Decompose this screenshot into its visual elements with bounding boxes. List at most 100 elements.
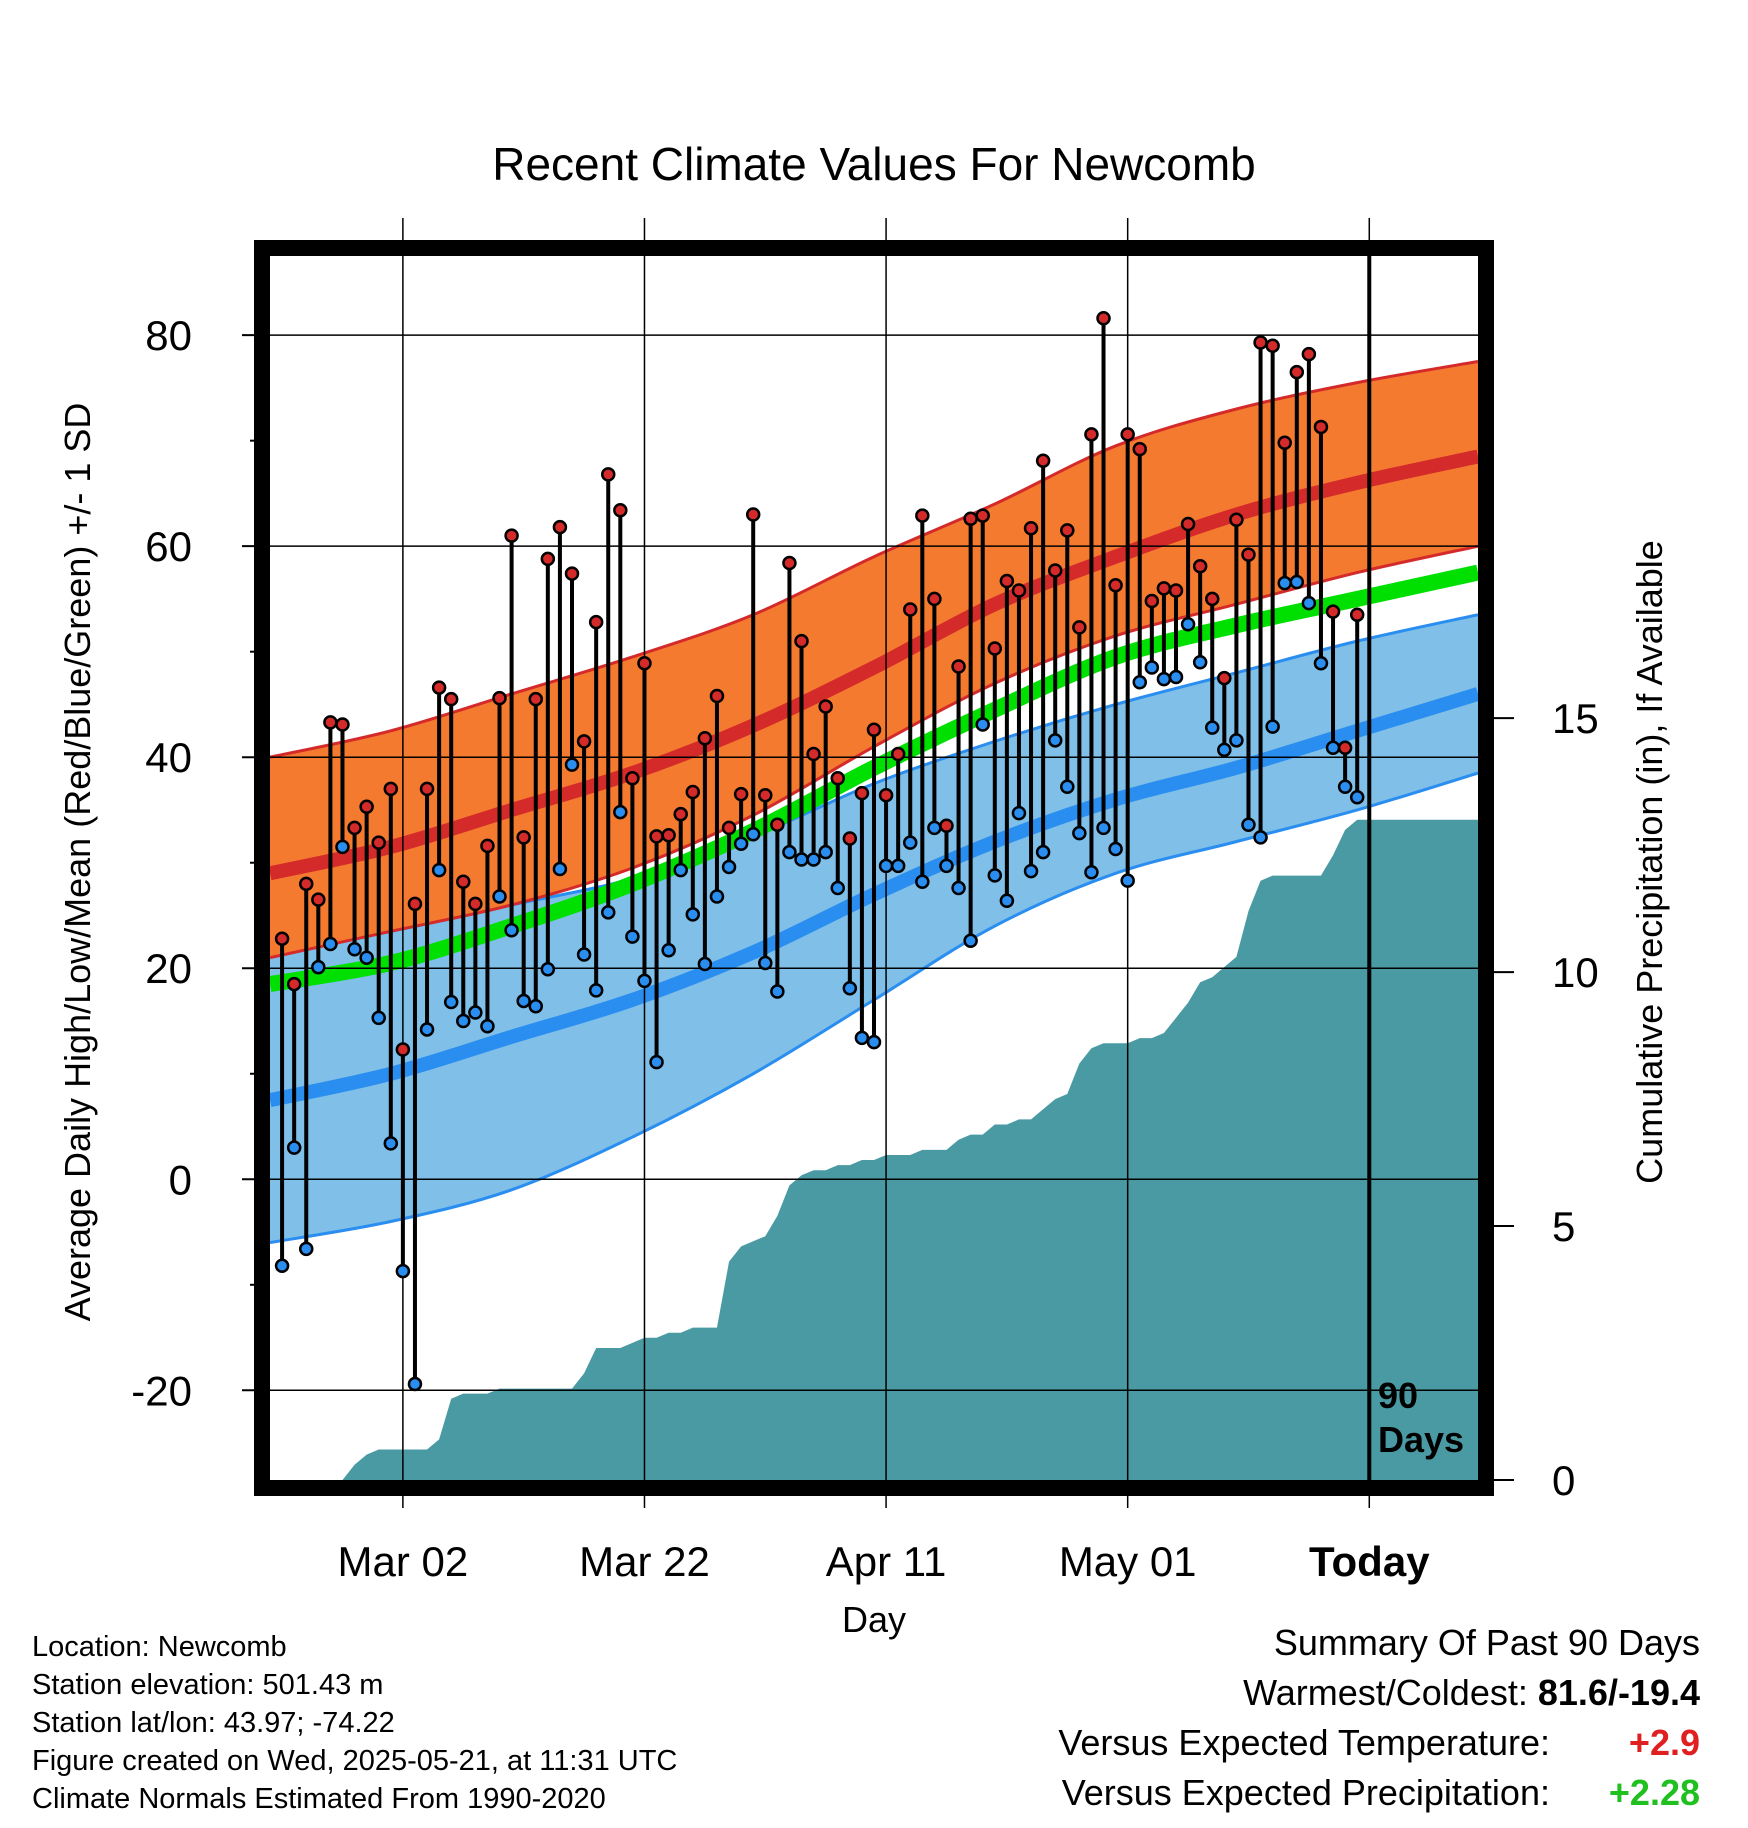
daily-high-point [286,976,302,992]
warm-cold-label: Warmest/Coldest: [1243,1672,1528,1713]
daily-high-point [528,691,544,707]
daily-low-point [721,859,737,875]
daily-high-point [1132,441,1148,457]
daily-high-point [1035,453,1051,468]
daily-low-point [1120,873,1135,888]
daily-high-point [588,614,604,630]
daily-high-point [673,806,688,822]
daily-high-point [902,602,918,617]
station-info: Location: Newcomb Station elevation: 501… [32,1628,677,1818]
y-tick-label: 80 [145,312,192,359]
daily-low-point [431,862,447,878]
daily-low-point [842,981,858,996]
daily-high-point [431,680,447,695]
daily-high-point [1301,346,1317,362]
daily-low-point [528,998,544,1014]
daily-low-point [1192,654,1208,670]
daily-high-point [1023,520,1039,536]
daily-low-point [963,933,978,949]
daily-high-point [600,467,616,482]
daily-high-point [999,573,1015,589]
daily-high-point [1192,558,1208,574]
daily-high-point [794,633,809,649]
y-tick-label: 0 [169,1156,192,1203]
daily-high-point [516,830,531,845]
daily-low-point [890,858,906,874]
daily-high-point [975,508,990,523]
daily-high-point [564,566,580,581]
x-tick-label: Mar 22 [579,1538,710,1585]
daily-low-point [456,1013,471,1029]
daily-high-point [359,799,374,815]
daily-low-point [335,839,350,855]
temp-label: Versus Expected Temperature: [1058,1722,1550,1763]
daily-low-point [468,1005,483,1020]
daily-low-point [709,889,725,904]
daily-high-point [951,659,966,674]
summary-panel: Summary Of Past 90 Days Warmest/Coldest:… [1058,1618,1700,1818]
daily-low-point [600,905,616,920]
created-text: Figure created on Wed, 2025-05-21, at 11… [32,1745,678,1777]
daily-low-point [564,757,580,772]
daily-low-point [866,1034,882,1050]
daily-high-point [927,591,942,607]
daily-low-point [311,959,326,975]
daily-low-point [347,941,362,957]
daily-high-point [1337,740,1353,755]
daily-low-point [697,956,713,972]
daily-low-point [782,844,797,860]
daily-low-point [552,861,568,877]
daily-high-point [443,691,459,707]
daily-high-point [1204,591,1220,607]
daily-low-point [649,1054,664,1070]
daily-high-point [1156,581,1172,596]
daily-low-point [1180,617,1196,632]
daily-low-point [1047,733,1063,748]
daily-low-point [286,1140,302,1155]
daily-high-point [1217,670,1232,686]
daily-high-point [1072,620,1087,635]
daily-high-point [311,892,326,907]
daily-high-point [782,555,797,571]
daily-low-point [915,874,930,889]
daily-low-point [673,862,688,878]
daily-low-point [1289,574,1305,590]
daily-high-point [335,717,350,732]
y2-tick-label: 5 [1552,1203,1575,1250]
daily-high-point [1289,364,1305,380]
daily-high-point [1108,577,1123,593]
daily-low-point [1301,595,1317,611]
precip-layer [270,819,1478,1480]
daily-high-point [492,690,507,706]
y2-axis-label: Cumulative Precipitation (in), If Availa… [1629,540,1670,1184]
daily-high-point [456,874,471,889]
daily-low-point [371,1010,386,1026]
daily-high-point [637,656,652,671]
period-label-unit: Days [1378,1419,1464,1460]
daily-high-point [298,876,314,892]
chart-title: Recent Climate Values For Newcomb [492,138,1256,190]
x-tick-label: May 01 [1059,1538,1197,1585]
daily-low-point [1253,830,1268,845]
warm-cold-value: 81.6/-19.4 [1537,1672,1700,1713]
daily-low-point [1035,844,1051,860]
plot-frame [254,240,1494,1496]
daily-high-point [842,831,858,846]
y2-tick-label: 0 [1552,1457,1575,1504]
daily-low-point [419,1022,435,1037]
daily-high-point [649,829,664,844]
daily-high-point [1253,335,1268,350]
daily-high-point [540,551,556,567]
daily-low-point [504,923,519,938]
summary-temp: Versus Expected Temperature: +2.9 [1058,1718,1700,1768]
daily-high-point [721,820,737,836]
daily-low-point [1011,805,1027,821]
daily-high-point [625,771,640,786]
daily-high-point [504,528,519,543]
temp-value: +2.9 [1628,1722,1700,1763]
latlon-text: Station lat/lon: 43.97; -74.22 [32,1707,395,1739]
summary-heading: Summary Of Past 90 Days [1273,1622,1700,1663]
daily-high-point [552,519,568,535]
daily-low-point [576,947,592,962]
